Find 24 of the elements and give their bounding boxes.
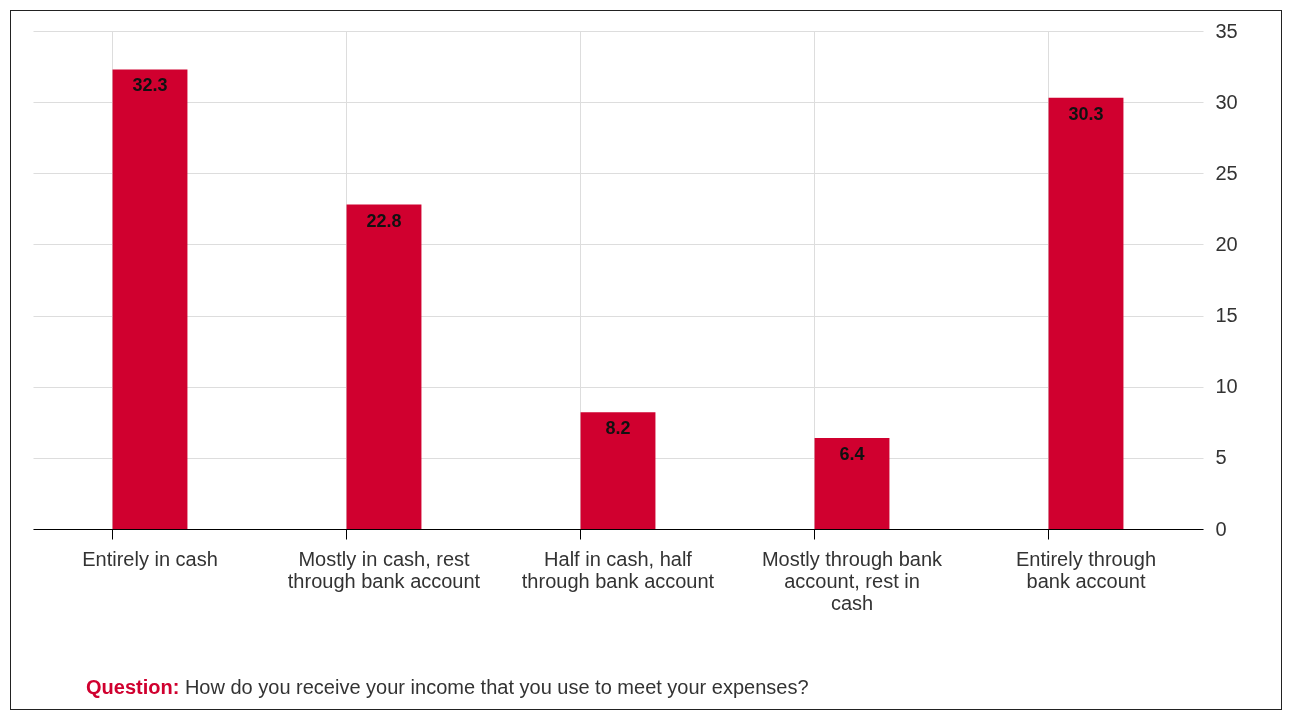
data-label: 30.3 (1068, 103, 1104, 124)
y-tick-label: 15 (1215, 304, 1238, 327)
y-tick-label: 35 (1215, 19, 1238, 42)
y-tick-label: 5 (1215, 446, 1227, 469)
bar (346, 204, 422, 529)
y-tick-label: 25 (1215, 161, 1238, 184)
x-tick-label: Entirely in cash (82, 547, 218, 570)
x-tick-label: Mostly in cash, rest through bank account (287, 547, 481, 592)
bar (580, 412, 656, 529)
data-label: 32.3 (132, 75, 168, 96)
data-label: 8.2 (605, 418, 631, 439)
y-tick-label: 20 (1215, 232, 1238, 255)
x-tick-label: Entirely through bank account (1015, 547, 1157, 592)
text: Question: How do you receive your income that you use to meet your expenses? (86, 676, 809, 698)
x-tick-label: Mostly through bank account, rest in cash (761, 547, 944, 614)
bar (1048, 97, 1124, 529)
bar (814, 437, 890, 529)
data-label: 6.4 (839, 443, 865, 464)
y-tick-label: 10 (1215, 375, 1238, 398)
y-tick-label: 30 (1215, 90, 1238, 113)
x-tick-label: Half in cash, half through bank account (521, 547, 715, 592)
y-tick-label: 0 (1215, 517, 1227, 540)
bar (112, 69, 188, 529)
data-label: 22.8 (366, 210, 402, 231)
